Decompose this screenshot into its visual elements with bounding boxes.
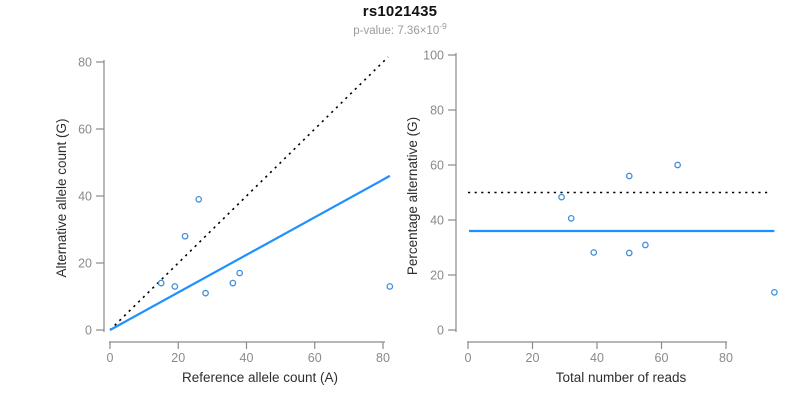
x-axis-tick-label: 60 [308,351,322,365]
y-axis-tick-label: 100 [423,49,444,63]
data-point [229,279,237,287]
data-point [195,196,203,203]
y-axis-tick-label: 60 [78,123,92,137]
x-axis-tick-label: 80 [376,351,390,365]
x-axis-tick-label: 20 [171,351,185,365]
data-point [157,279,165,287]
data-point [202,289,209,297]
identity-line [109,56,389,331]
data-point [771,288,778,296]
y-axis-tick-label: 0 [85,324,92,338]
fit-line [109,174,391,331]
data-point [642,241,649,249]
y-axis-tick-label: 20 [78,257,92,271]
y-axis-tick-label: 60 [430,159,444,173]
y-axis-tick-label: 20 [430,269,444,283]
y-axis-tick-label: 80 [430,104,444,118]
data-point [181,232,189,240]
x-axis-tick-label: 0 [107,351,114,365]
x-axis-title: Total number of reads [556,370,687,385]
data-point [625,249,633,257]
data-point [625,172,633,180]
x-axis-tick-label: 40 [240,351,254,365]
x-axis-tick-label: 80 [719,351,733,365]
x-axis-tick-label: 60 [655,351,669,365]
panel-allele-counts: 0 20 40 60 80 0 20 40 60 80 Reference allele count… [54,56,394,385]
data-point [590,249,598,256]
data-point [674,161,681,169]
y-axis-tick-label: 80 [78,56,92,70]
x-axis-tick-label: 0 [465,351,472,365]
y-axis-tick-label: 40 [430,214,444,228]
data-point [236,269,244,277]
y-axis-title: Percentage alternative (G) [405,117,420,275]
x-axis-title: Reference allele count (A) [182,370,338,385]
panel-percentage-alternative: 0 20 40 60 80 100 0 20 40 60 80 Total number of rea… [405,49,778,385]
x-axis-tick-label: 20 [526,351,540,365]
x-axis-tick-label: 40 [590,351,604,365]
y-axis-tick-label: 0 [437,324,444,338]
y-axis-tick-label: 40 [78,190,92,204]
data-point [171,283,179,290]
data-point [386,283,394,290]
data-point [567,215,575,222]
y-axis-title: Alternative allele count (G) [54,118,69,277]
data-point [558,193,565,201]
